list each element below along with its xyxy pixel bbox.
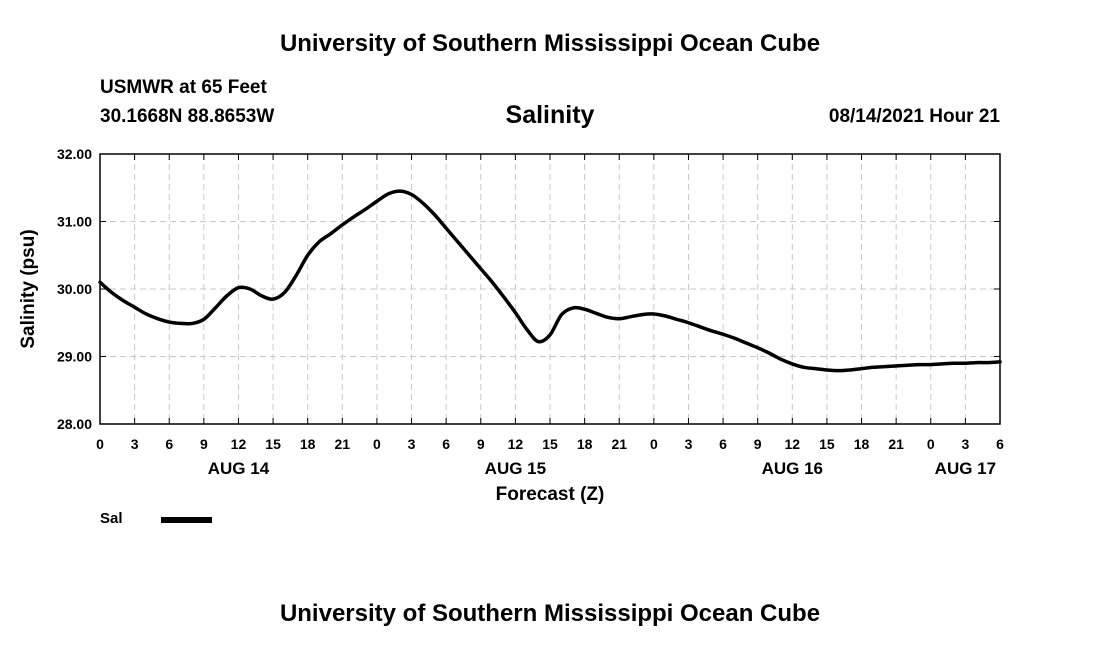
page-title: University of Southern Mississippi Ocean… (279, 30, 821, 57)
x-tick-label: 21 (611, 436, 627, 452)
coordinates-label: 30.1668N 88.8653W (100, 106, 275, 127)
y-tick-label: 30.00 (57, 281, 92, 297)
x-tick-label: 9 (754, 436, 762, 452)
x-tick-label: 12 (508, 436, 524, 452)
x-tick-label: 15 (819, 436, 835, 452)
day-label: AUG 15 (485, 459, 546, 478)
axis-tick-labels: 0 3 6 9 12 15 18 21 0 3 6 9 12 15 18 21 0 3 6 9 12 15 18 21 0 3 6 2… (57, 146, 1004, 478)
x-tick-label: 15 (265, 436, 281, 452)
x-tick-label: 18 (854, 436, 870, 452)
salinity-series-line (98, 189, 1002, 373)
y-tick-label: 28.00 (57, 416, 92, 432)
y-tick-label: 31.00 (57, 214, 92, 230)
day-label: AUG 16 (762, 459, 823, 478)
y-tick-label: 32.00 (57, 146, 92, 162)
x-tick-label: 18 (577, 436, 593, 452)
x-tick-label: 6 (996, 436, 1004, 452)
footer-title: University of Southern Mississippi Ocean… (279, 600, 821, 627)
x-tick-label: 6 (165, 436, 173, 452)
y-tick-label: 29.00 (57, 349, 92, 365)
x-tick-label: 0 (650, 436, 658, 452)
x-tick-label: 9 (200, 436, 208, 452)
x-tick-label: 12 (785, 436, 801, 452)
x-tick-label: 3 (961, 436, 969, 452)
x-tick-label: 21 (335, 436, 351, 452)
x-tick-label: 0 (927, 436, 935, 452)
x-tick-label: 3 (131, 436, 139, 452)
day-label: AUG 17 (935, 459, 996, 478)
x-tick-label: 21 (888, 436, 904, 452)
x-tick-label: 6 (719, 436, 727, 452)
x-tick-label: 18 (300, 436, 316, 452)
x-tick-label: 12 (231, 436, 247, 452)
axis-ticks (99, 153, 1001, 425)
y-axis-label: Salinity (psu) (18, 229, 39, 348)
x-tick-label: 6 (442, 436, 450, 452)
x-tick-label: 15 (542, 436, 558, 452)
x-tick-label: 9 (477, 436, 485, 452)
x-tick-label: 3 (685, 436, 693, 452)
station-label: USMWR at 65 Feet (100, 77, 267, 98)
day-label: AUG 14 (208, 459, 270, 478)
grid-lines (100, 154, 1000, 424)
x-axis-label: Forecast (Z) (496, 484, 605, 505)
x-tick-label: 0 (373, 436, 381, 452)
legend-label: Sal (100, 510, 123, 527)
x-tick-label: 3 (408, 436, 416, 452)
x-tick-label: 0 (96, 436, 104, 452)
forecast-datetime: 08/14/2021 Hour 21 (828, 106, 1000, 127)
legend-line-swatch (161, 517, 212, 523)
chart-title: Salinity (505, 101, 595, 129)
